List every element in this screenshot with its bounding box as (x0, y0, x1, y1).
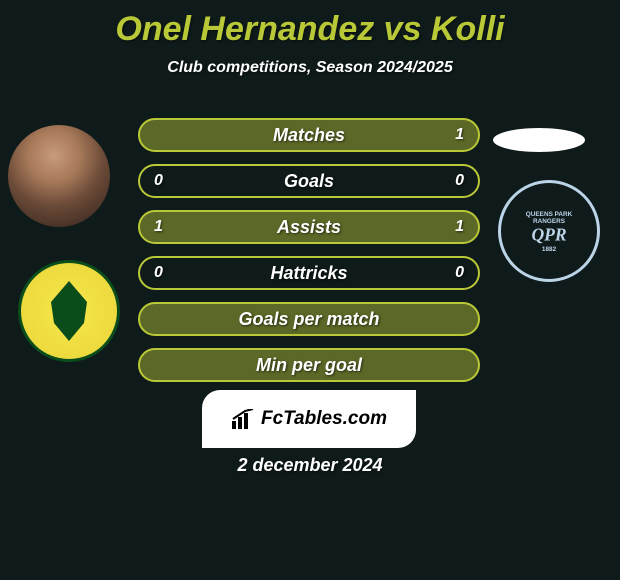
stat-row-matches: Matches 1 (138, 118, 480, 152)
club-left-badge (18, 260, 120, 362)
watermark-text: FcTables.com (261, 408, 387, 430)
stat-right-value: 1 (455, 126, 464, 144)
stat-right-value: 1 (455, 218, 464, 236)
stat-label: Goals (284, 171, 334, 192)
page-title: Onel Hernandez vs Kolli (0, 0, 620, 49)
stat-row-hattricks: 0 Hattricks 0 (138, 256, 480, 290)
player-right-avatar (493, 128, 585, 152)
chart-icon (231, 409, 255, 429)
stat-left-value: 0 (154, 172, 163, 190)
stat-right-value: 0 (455, 172, 464, 190)
stat-label: Goals per match (238, 309, 379, 330)
stat-label: Hattricks (270, 263, 347, 284)
stat-row-mpg: Min per goal (138, 348, 480, 382)
stat-label: Assists (277, 217, 341, 238)
stats-container: Matches 1 0 Goals 0 1 Assists 1 0 Hattri… (138, 118, 480, 394)
club-right-badge: QUEENS PARKRANGERSQPR1882 (498, 180, 600, 282)
stat-row-gpm: Goals per match (138, 302, 480, 336)
stat-left-value: 0 (154, 264, 163, 282)
stat-row-assists: 1 Assists 1 (138, 210, 480, 244)
page-subtitle: Club competitions, Season 2024/2025 (0, 59, 620, 77)
date-text: 2 december 2024 (0, 455, 620, 476)
watermark-badge: FcTables.com (202, 390, 416, 448)
stat-row-goals: 0 Goals 0 (138, 164, 480, 198)
club-right-label: QUEENS PARKRANGERSQPR1882 (526, 210, 572, 252)
stat-label: Matches (273, 125, 345, 146)
stat-left-value: 1 (154, 218, 163, 236)
stat-right-value: 0 (455, 264, 464, 282)
player-left-avatar (8, 125, 110, 227)
stat-label: Min per goal (256, 355, 362, 376)
